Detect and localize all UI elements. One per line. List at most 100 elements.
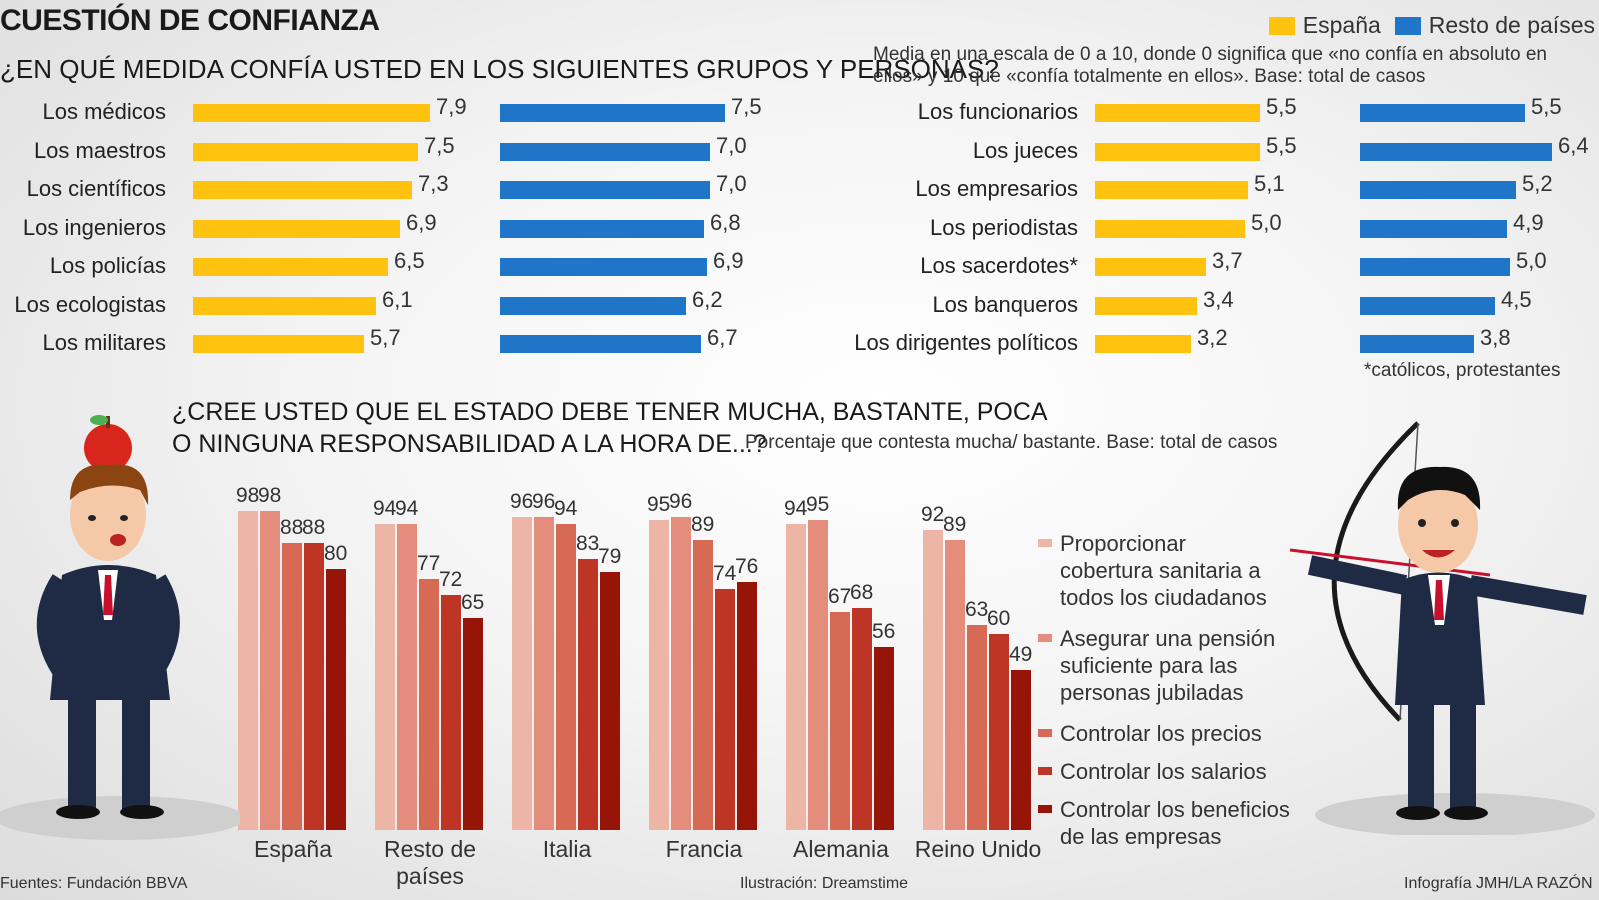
bar-resto (1360, 296, 1495, 315)
category-label: Los banqueros (932, 291, 1078, 317)
column-bar (852, 608, 872, 830)
legend-rest: Resto de países (1394, 12, 1595, 39)
column-bar (512, 517, 532, 830)
column-value-label: 96 (510, 490, 534, 514)
country-label: Resto de países (383, 836, 477, 889)
country-label: Reino Unido (914, 836, 1042, 862)
column-value-label: 63 (965, 597, 989, 621)
legend-swatch (1038, 729, 1052, 737)
category-label: Los maestros (33, 137, 166, 163)
column-value-label: 89 (691, 512, 715, 536)
country-label: Francia (665, 836, 743, 862)
legend-item: Proporcionar cobertura sanitaria a todos l… (1038, 530, 1267, 611)
column-bar (671, 517, 691, 830)
category-label: Los sacerdotes* (920, 253, 1078, 278)
value-label: 5,5 (1266, 132, 1297, 158)
question-2: ¿CREE USTED QUE EL ESTADO DEBE TENER MUC… (172, 396, 1048, 460)
question-2-line2: O NINGUNA RESPONSABILIDAD A LA HORA DE..… (172, 430, 767, 458)
bar-resto (1360, 219, 1507, 238)
bar-espana (193, 219, 400, 238)
column-bar (874, 647, 894, 830)
column-value-label: 67 (828, 584, 852, 608)
value-label: 7,3 (418, 171, 449, 196)
column-bar (945, 539, 965, 830)
column-value-label: 94 (373, 496, 397, 520)
bar-espana (193, 181, 412, 199)
column-bar (786, 523, 806, 830)
bar-espana (1095, 142, 1260, 161)
legend-rest-label: Resto de países (1428, 12, 1595, 38)
bar-resto (1360, 104, 1525, 122)
column-value-label: 89 (943, 512, 967, 536)
archer-illustration (1290, 421, 1595, 835)
column-bar (737, 582, 757, 830)
bar-resto (500, 335, 701, 353)
column-value-label: 56 (872, 620, 896, 644)
column-bar (600, 572, 620, 830)
bar-resto (500, 142, 710, 161)
column-value-label: 74 (713, 561, 737, 585)
column-value-label: 94 (784, 496, 808, 520)
country-label: España (253, 836, 332, 862)
value-label: 3,4 (1203, 286, 1234, 312)
legend-spain-swatch (1268, 17, 1295, 35)
legend-text: Controlar los beneficios (1060, 797, 1290, 822)
column-bar (304, 543, 324, 830)
category-label: Los empresarios (915, 176, 1078, 201)
column-bar (397, 523, 417, 830)
column-bar (989, 634, 1009, 830)
scale-note: Media en una escala de 0 a 10, donde 0 s… (873, 44, 1547, 87)
value-label: 6,9 (713, 248, 744, 273)
column-value-label: 68 (850, 581, 874, 605)
legend-text: Proporcionar (1060, 531, 1186, 556)
legend-item: Controlar los salarios (1038, 758, 1267, 785)
column-value-label: 94 (395, 496, 419, 520)
footnote: *católicos, protestantes (1364, 360, 1561, 381)
value-label: 4,9 (1513, 209, 1544, 235)
value-label: 5,7 (370, 325, 401, 350)
column-bar (715, 588, 735, 830)
value-label: 6,4 (1558, 132, 1589, 158)
bar-espana (1095, 104, 1260, 122)
value-label: 5,0 (1516, 248, 1547, 273)
value-label: 7,9 (436, 94, 467, 119)
value-label: 7,0 (716, 171, 747, 196)
column-bar (923, 530, 943, 830)
column-bar (375, 523, 395, 830)
legend-item: Controlar los beneficios de las empresas (1038, 796, 1290, 850)
legend-text: todos los ciudadanos (1060, 585, 1267, 610)
column-bar (260, 510, 280, 830)
category-label: Los militares (42, 330, 166, 355)
category-label: Los funcionarios (917, 99, 1078, 124)
value-label: 6,5 (394, 248, 425, 273)
legend-text: de las empresas (1060, 824, 1222, 849)
column-bar (808, 520, 828, 830)
legend-swatch (1038, 805, 1052, 813)
value-label: 3,8 (1480, 325, 1511, 350)
column-value-label: 96 (669, 490, 693, 514)
value-label: 7,5 (731, 94, 762, 119)
column-bar (578, 559, 598, 830)
column-bar (463, 618, 483, 830)
bar-resto (1360, 142, 1552, 161)
column-value-label: 76 (735, 555, 759, 579)
legend-text: cobertura sanitaria a (1060, 558, 1261, 583)
category-label: Los médicos (42, 99, 166, 124)
value-label: 5,5 (1266, 94, 1297, 119)
column-bar (556, 523, 576, 830)
question-2-line1: ¿CREE USTED QUE EL ESTADO DEBE TENER MUC… (172, 398, 1048, 426)
column-bar (419, 578, 439, 830)
bar-espana (1095, 181, 1248, 199)
value-label: 6,8 (710, 209, 741, 235)
column-value-label: 94 (554, 496, 578, 520)
legend-text: Controlar los precios (1060, 721, 1262, 746)
bar-espana (193, 296, 376, 315)
value-label: 6,9 (406, 209, 437, 235)
category-label: Los policías (49, 253, 166, 278)
column-value-label: 88 (280, 516, 304, 540)
value-label: 3,2 (1197, 325, 1228, 350)
country-label: Italia (542, 836, 592, 862)
bar-espana (193, 335, 364, 353)
legend-text: Asegurar una pensión (1060, 626, 1276, 651)
illustration-credit: Ilustración: Dreamstime (740, 875, 909, 892)
